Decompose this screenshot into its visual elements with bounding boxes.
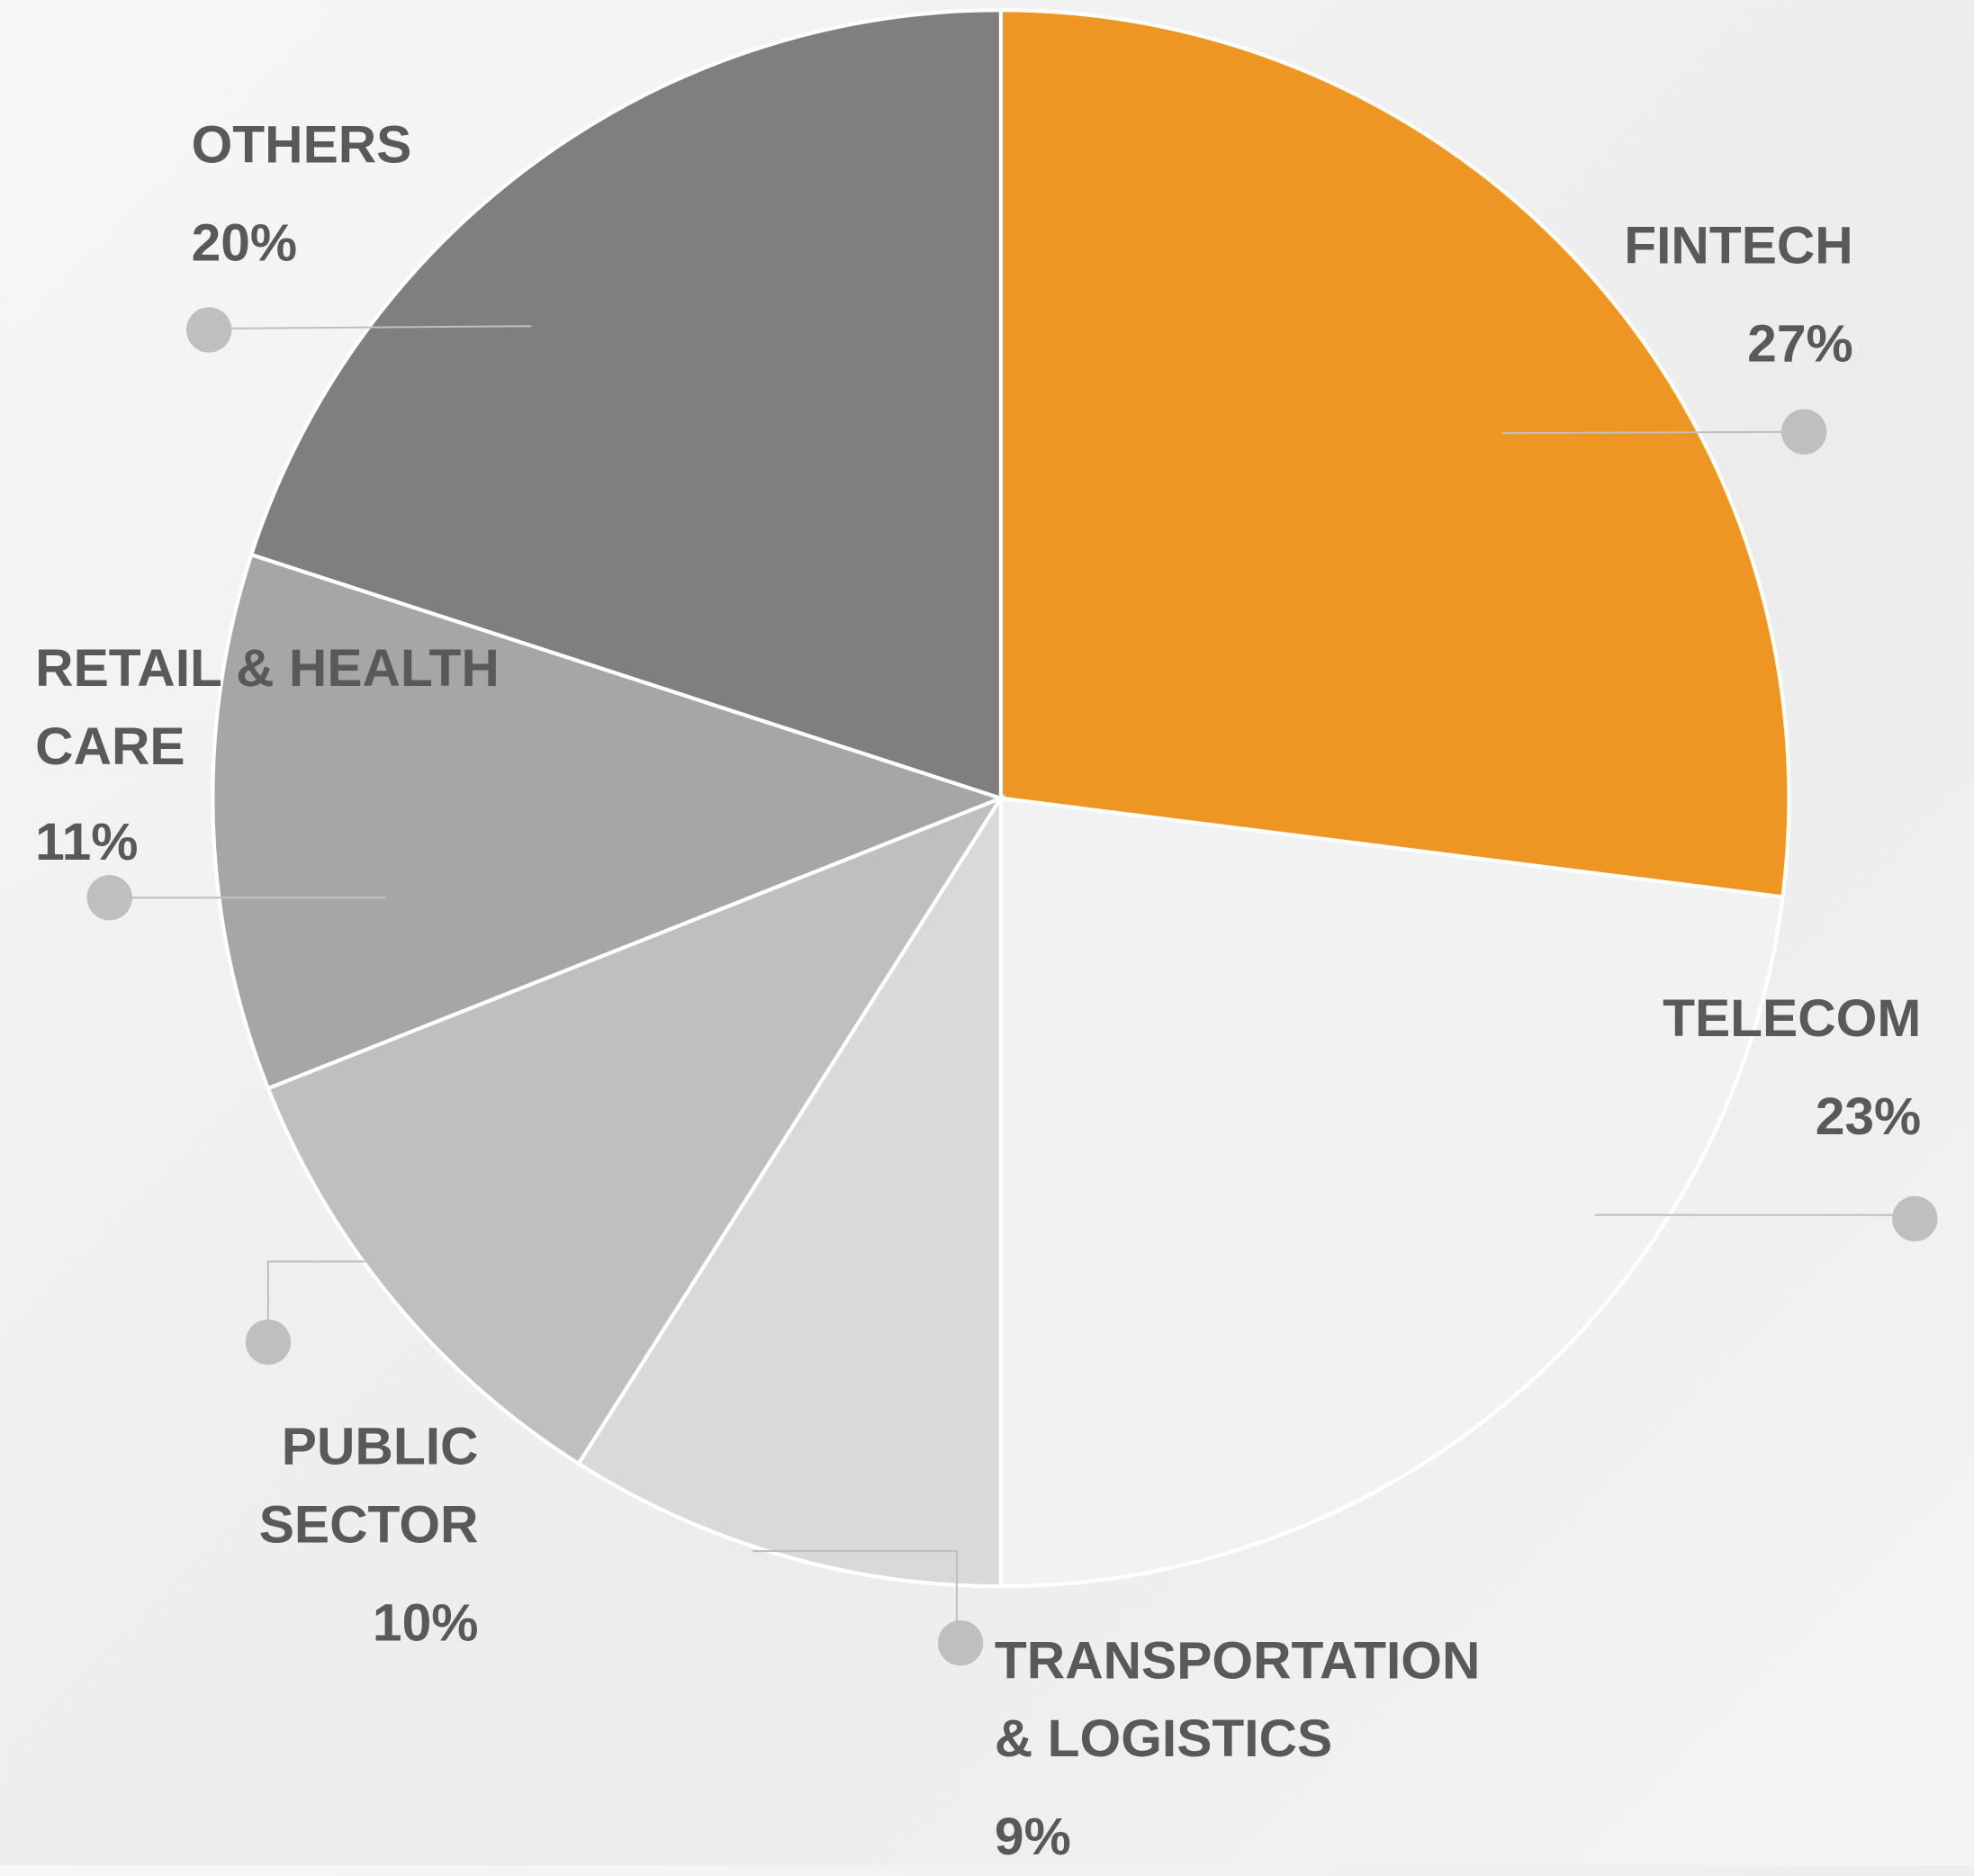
leader-dot bbox=[1892, 1195, 1938, 1242]
category-label: TRANSPORTATION & LOGISTICS bbox=[994, 1630, 1481, 1768]
leader-line bbox=[753, 1550, 958, 1644]
pie-slice bbox=[211, 552, 1007, 1091]
leader-line bbox=[266, 1260, 365, 1342]
category-label: OTHERS bbox=[191, 114, 412, 175]
leader-dot bbox=[1781, 409, 1827, 455]
value-label: 27% bbox=[1747, 313, 1853, 373]
leader-dot bbox=[245, 1319, 292, 1366]
value-label: 9% bbox=[994, 1806, 1071, 1866]
category-label: RETAIL & HEALTH CARE bbox=[35, 638, 500, 776]
pie-slice bbox=[266, 794, 1006, 1466]
category-label: TELECOM bbox=[1663, 988, 1922, 1048]
category-label: PUBLIC SECTOR bbox=[258, 1416, 479, 1554]
leader-line bbox=[1501, 430, 1805, 435]
value-label: 11% bbox=[35, 812, 139, 871]
pie-slice bbox=[575, 791, 1003, 1589]
leader-dot bbox=[86, 875, 132, 921]
value-label: 10% bbox=[372, 1592, 479, 1652]
value-label: 23% bbox=[1815, 1086, 1922, 1146]
leader-line bbox=[209, 325, 532, 330]
category-label: FINTECH bbox=[1624, 215, 1853, 275]
value-label: 20% bbox=[191, 212, 298, 273]
leader-dot bbox=[937, 1619, 984, 1666]
pie-slice bbox=[248, 8, 1003, 801]
leader-dot bbox=[185, 307, 232, 353]
pie-slice bbox=[998, 796, 1785, 1589]
pie-slice bbox=[998, 8, 1791, 899]
